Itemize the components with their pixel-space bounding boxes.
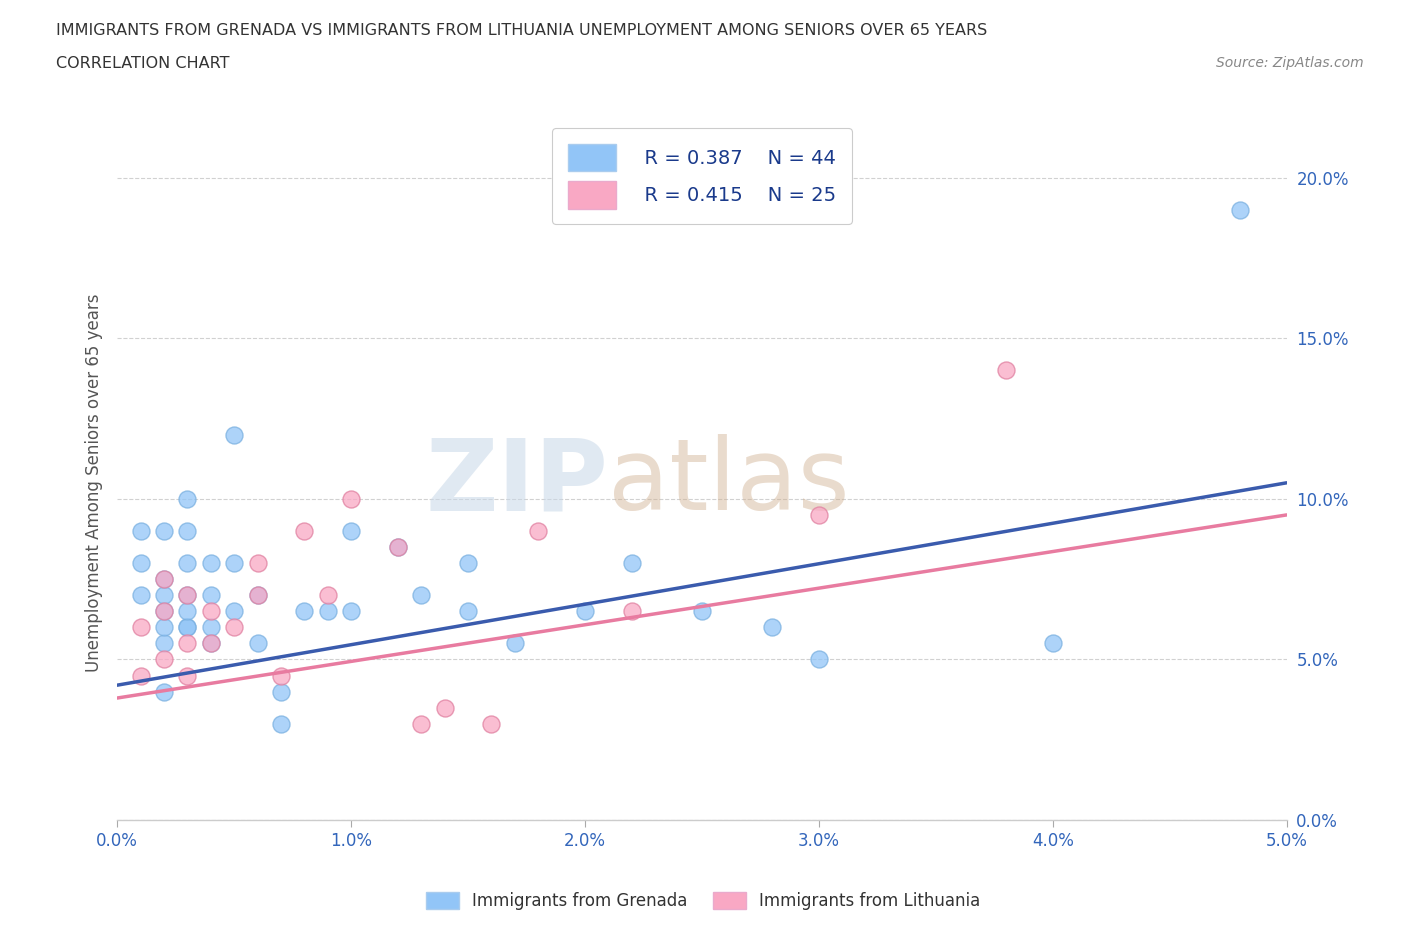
Point xyxy=(224,620,246,635)
Text: ZIP: ZIP xyxy=(426,434,609,531)
Point xyxy=(153,524,176,538)
Point xyxy=(292,524,315,538)
Point xyxy=(316,604,339,618)
Point xyxy=(153,620,176,635)
Point xyxy=(129,555,152,570)
Point xyxy=(200,636,222,651)
Point xyxy=(224,604,246,618)
Point xyxy=(270,684,292,699)
Point xyxy=(246,588,269,603)
Point xyxy=(176,668,198,683)
Point xyxy=(129,620,152,635)
Point xyxy=(270,716,292,731)
Point xyxy=(153,572,176,587)
Text: Source: ZipAtlas.com: Source: ZipAtlas.com xyxy=(1216,56,1364,70)
Point xyxy=(176,604,198,618)
Point xyxy=(153,684,176,699)
Point xyxy=(457,604,479,618)
Point xyxy=(176,524,198,538)
Point xyxy=(411,716,433,731)
Text: IMMIGRANTS FROM GRENADA VS IMMIGRANTS FROM LITHUANIA UNEMPLOYMENT AMONG SENIORS : IMMIGRANTS FROM GRENADA VS IMMIGRANTS FR… xyxy=(56,23,987,38)
Point xyxy=(994,363,1017,378)
Point xyxy=(387,539,409,554)
Point xyxy=(433,700,456,715)
Point xyxy=(620,604,643,618)
Legend:   R = 0.387    N = 44,   R = 0.415    N = 25: R = 0.387 N = 44, R = 0.415 N = 25 xyxy=(553,128,852,224)
Point xyxy=(246,555,269,570)
Point xyxy=(340,604,363,618)
Point xyxy=(807,508,830,523)
Point xyxy=(200,555,222,570)
Point xyxy=(340,491,363,506)
Point xyxy=(129,668,152,683)
Point xyxy=(153,604,176,618)
Point xyxy=(690,604,713,618)
Point xyxy=(503,636,526,651)
Point xyxy=(224,427,246,442)
Point xyxy=(292,604,315,618)
Point xyxy=(200,620,222,635)
Point xyxy=(574,604,596,618)
Point xyxy=(246,588,269,603)
Point xyxy=(153,588,176,603)
Text: CORRELATION CHART: CORRELATION CHART xyxy=(56,56,229,71)
Point xyxy=(1042,636,1064,651)
Point xyxy=(129,588,152,603)
Point xyxy=(387,539,409,554)
Point xyxy=(527,524,550,538)
Point xyxy=(620,555,643,570)
Point xyxy=(153,652,176,667)
Y-axis label: Unemployment Among Seniors over 65 years: Unemployment Among Seniors over 65 years xyxy=(86,294,103,672)
Point xyxy=(457,555,479,570)
Point xyxy=(270,668,292,683)
Point xyxy=(340,524,363,538)
Text: atlas: atlas xyxy=(609,434,851,531)
Point xyxy=(176,555,198,570)
Point xyxy=(224,555,246,570)
Point xyxy=(807,652,830,667)
Point xyxy=(153,572,176,587)
Point xyxy=(316,588,339,603)
Point xyxy=(1229,203,1251,218)
Point xyxy=(176,491,198,506)
Point xyxy=(200,604,222,618)
Point xyxy=(200,588,222,603)
Point xyxy=(153,604,176,618)
Legend: Immigrants from Grenada, Immigrants from Lithuania: Immigrants from Grenada, Immigrants from… xyxy=(419,885,987,917)
Point xyxy=(200,636,222,651)
Point xyxy=(176,588,198,603)
Point xyxy=(481,716,503,731)
Point xyxy=(411,588,433,603)
Point xyxy=(761,620,783,635)
Point xyxy=(129,524,152,538)
Point xyxy=(176,620,198,635)
Point xyxy=(153,636,176,651)
Point xyxy=(176,636,198,651)
Point xyxy=(176,588,198,603)
Point xyxy=(176,620,198,635)
Point xyxy=(246,636,269,651)
